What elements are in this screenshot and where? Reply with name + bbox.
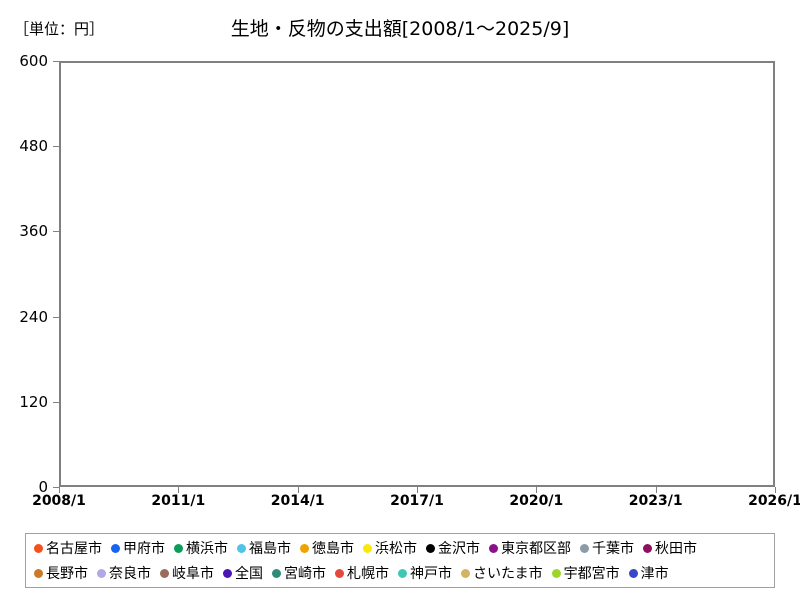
legend-color-dot-icon [97, 568, 106, 578]
legend-item[interactable]: 札幌市 [335, 563, 389, 583]
legend-item-label: 長野市 [46, 566, 88, 582]
legend-item-label: 岐阜市 [172, 566, 214, 582]
legend-item[interactable]: 長野市 [34, 563, 88, 583]
legend-item[interactable]: 福島市 [237, 538, 291, 558]
legend-item-label: 徳島市 [312, 541, 354, 557]
legend-item[interactable]: 岐阜市 [160, 563, 214, 583]
legend-item-label: 全国 [235, 566, 263, 582]
y-axis-tick [53, 61, 59, 62]
legend-item-label: 名古屋市 [46, 541, 102, 557]
legend-row: 名古屋市 甲府市 横浜市 福島市 徳島市 浜松市 金沢市 東京都区部 千葉市 秋田市 [26, 536, 774, 561]
legend-item[interactable]: 津市 [628, 563, 669, 583]
legend-item[interactable]: 千葉市 [580, 538, 634, 558]
legend-item[interactable]: 秋田市 [643, 538, 697, 558]
y-axis-tick [53, 231, 59, 233]
legend-item[interactable]: 神戸市 [398, 563, 452, 583]
legend-item-label: 札幌市 [347, 566, 389, 582]
unit-label: ［単位：円］ [14, 20, 105, 38]
x-axis-tick-label: 2026/1 [748, 493, 800, 509]
legend-item-label: さいたま市 [473, 566, 543, 582]
x-axis-tick [59, 487, 60, 493]
legend-item-label: 宮崎市 [284, 566, 326, 582]
legend-item[interactable]: 横浜市 [174, 538, 228, 558]
legend-color-dot-icon [628, 568, 638, 578]
legend-color-dot-icon [272, 568, 281, 578]
legend-item-label: 福島市 [249, 541, 291, 557]
y-axis-tick [53, 316, 59, 318]
legend-color-dot-icon [34, 543, 43, 553]
x-axis-tick-label: 2017/1 [390, 493, 444, 509]
legend-color-dot-icon [643, 543, 652, 553]
legend-item[interactable]: 東京都区部 [489, 538, 571, 558]
legend-item[interactable]: 宮崎市 [272, 563, 326, 583]
legend-item-label: 横浜市 [186, 541, 228, 557]
y-axis-tick-label: 360 [19, 222, 48, 241]
legend-color-dot-icon [160, 568, 169, 578]
x-axis-tick [178, 487, 180, 493]
legend-color-dot-icon [111, 543, 120, 553]
legend-row: 長野市 奈良市 岐阜市 全国 宮崎市 札幌市 神戸市 さいたま市 宇都宮市 津市 [26, 561, 774, 586]
legend-color-dot-icon [461, 568, 470, 578]
x-axis-tick-label: 2020/1 [509, 493, 564, 509]
y-axis-tick [53, 487, 59, 488]
legend-color-dot-icon [426, 543, 435, 553]
legend-color-dot-icon [363, 543, 372, 553]
x-axis-tick [297, 487, 299, 493]
legend-item[interactable]: 甲府市 [111, 538, 165, 558]
legend-item-label: 神戸市 [410, 566, 452, 582]
legend-color-dot-icon [237, 543, 246, 553]
chart-legend: 名古屋市 甲府市 横浜市 福島市 徳島市 浜松市 金沢市 東京都区部 千葉市 秋田市 長野市 奈良市… [25, 533, 775, 588]
legend-color-dot-icon [398, 568, 407, 578]
y-axis-tick-label: 240 [19, 307, 48, 326]
legend-color-dot-icon [34, 568, 43, 578]
plot-area [59, 61, 775, 487]
x-axis-tick [417, 487, 418, 493]
legend-color-dot-icon [300, 543, 309, 553]
legend-item-label: 津市 [640, 566, 669, 582]
y-axis-tick-label: 120 [19, 392, 48, 411]
x-axis-tick [775, 487, 776, 493]
legend-color-dot-icon [580, 543, 589, 553]
legend-color-dot-icon [223, 568, 232, 578]
legend-color-dot-icon [551, 568, 561, 578]
legend-item-label: 東京都区部 [501, 541, 571, 557]
legend-color-dot-icon [335, 568, 344, 578]
legend-item-label: 浜松市 [375, 541, 417, 557]
x-axis-tick-label: 2014/1 [270, 493, 325, 509]
y-axis-tick-label: 0 [38, 478, 48, 496]
x-axis-tick-label: 2011/1 [151, 493, 206, 509]
legend-item[interactable]: 徳島市 [300, 538, 354, 558]
legend-color-dot-icon [174, 543, 183, 553]
legend-item-label: 宇都宮市 [563, 566, 620, 582]
legend-item[interactable]: 全国 [223, 563, 263, 583]
y-axis-tick [53, 146, 59, 148]
legend-item[interactable]: 名古屋市 [34, 538, 102, 558]
legend-item-label: 金沢市 [438, 541, 480, 557]
legend-item[interactable]: 浜松市 [363, 538, 417, 558]
x-axis-tick-label: 2023/1 [628, 493, 683, 509]
y-axis-tick-label: 480 [19, 137, 48, 156]
legend-color-dot-icon [489, 543, 498, 553]
y-axis-tick [53, 401, 59, 403]
chart-title: 生地・反物の支出額[2008/1～2025/9] [230, 18, 570, 40]
legend-item[interactable]: 宇都宮市 [551, 563, 620, 583]
legend-item-label: 秋田市 [655, 541, 697, 557]
legend-item[interactable]: さいたま市 [461, 563, 543, 583]
legend-item[interactable]: 金沢市 [426, 538, 480, 558]
legend-item-label: 甲府市 [123, 541, 165, 557]
x-axis-tick [536, 487, 538, 493]
legend-item-label: 奈良市 [109, 566, 151, 582]
x-axis-tick [655, 487, 657, 493]
legend-item[interactable]: 奈良市 [97, 563, 151, 583]
y-axis-tick-label: 600 [19, 52, 48, 70]
legend-item-label: 千葉市 [592, 541, 634, 557]
plot-frame [59, 61, 775, 487]
x-axis-tick-label: 2008/1 [32, 493, 86, 509]
